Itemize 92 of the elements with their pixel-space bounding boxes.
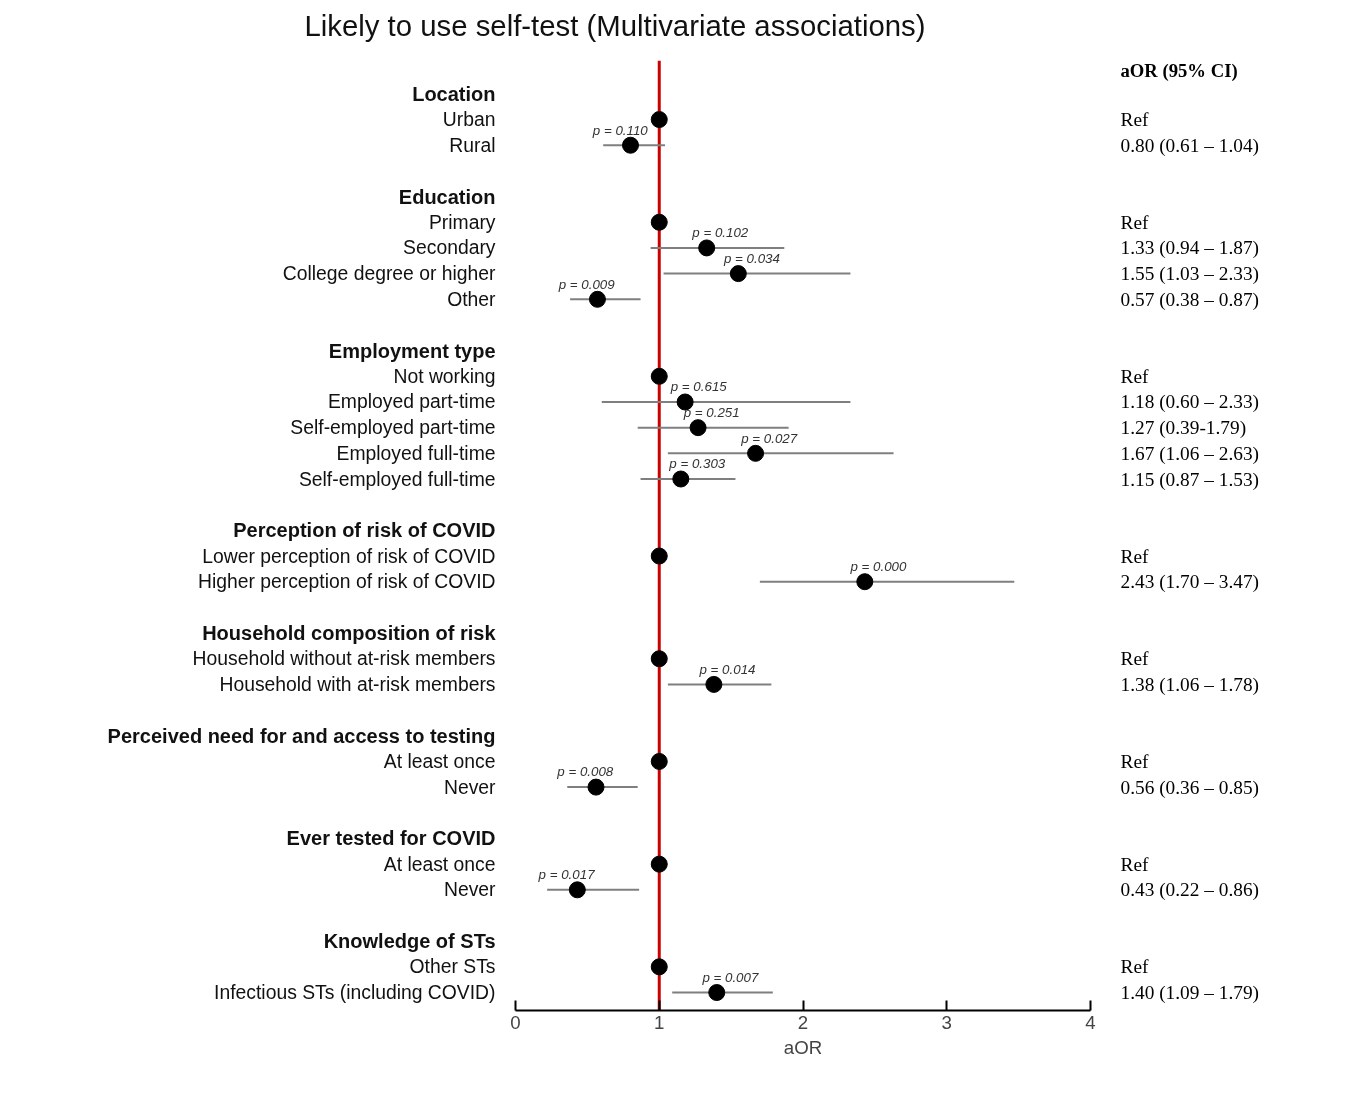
y-tick-label: Education xyxy=(398,185,496,208)
annotation: p = 0.251 xyxy=(682,404,740,420)
point xyxy=(650,855,668,873)
y2-tick-label: 1.27 (0.39-1.79) xyxy=(1120,417,1247,440)
y2-tick-label: 1.40 (1.09 – 1.79) xyxy=(1120,982,1260,1005)
point xyxy=(676,393,694,411)
annotation: p = 0.110 xyxy=(591,122,649,138)
point xyxy=(650,958,668,976)
y-tick-label: Knowledge of STs xyxy=(323,930,496,953)
point xyxy=(650,547,668,565)
point xyxy=(587,778,605,796)
y2-tick-label: Ref xyxy=(1120,956,1149,978)
y-tick-label: Lower perception of risk of COVID xyxy=(202,545,496,567)
annotation: p = 0.014 xyxy=(698,661,756,677)
y-tick-label: College degree or higher xyxy=(282,263,497,285)
annotation: p = 0.615 xyxy=(669,379,728,395)
y2-tick-label: 1.33 (0.94 – 1.87) xyxy=(1120,237,1260,260)
y2-tick-label: 1.55 (1.03 – 2.33) xyxy=(1120,263,1260,286)
annotation: p = 0.034 xyxy=(722,250,780,266)
y-tick-label: Self-employed full-time xyxy=(298,468,496,490)
y-tick-label: Perceived need for and access to testing xyxy=(107,724,496,747)
x-tick-label: 2 xyxy=(797,1011,809,1033)
y2-tick-label: 1.15 (0.87 – 1.53) xyxy=(1120,468,1260,491)
y-tick-label: Employment type xyxy=(328,339,496,362)
point xyxy=(689,419,707,437)
y-tick-label: At least once xyxy=(383,750,496,772)
point xyxy=(747,444,765,462)
y-tick-label: Urban xyxy=(442,109,496,131)
x-tick-label: 4 xyxy=(1085,1011,1096,1033)
y2-axis-title: aOR (95% CI) xyxy=(1120,60,1238,83)
x-tick-label: 1 xyxy=(654,1011,665,1033)
y-tick-label: Household composition of risk xyxy=(202,622,497,645)
y-tick-label: Household without at-risk members xyxy=(192,648,496,670)
y-tick-label: Not working xyxy=(393,365,496,387)
y2-tick-label: 1.38 (1.06 – 1.78) xyxy=(1120,673,1260,696)
point xyxy=(698,239,716,257)
x-tick-label: 3 xyxy=(941,1011,952,1033)
y-tick-label: Never xyxy=(443,776,497,798)
y2-tick-label: Ref xyxy=(1120,109,1149,131)
annotation: p = 0.027 xyxy=(740,430,798,446)
annotation: p = 0.007 xyxy=(701,969,759,985)
y-tick-label: Rural xyxy=(449,134,496,156)
point xyxy=(672,470,690,488)
y2-tick-label: Ref xyxy=(1120,750,1149,772)
y-tick-label: Employed part-time xyxy=(327,391,496,413)
y2-tick-label: 1.18 (0.60 – 2.33) xyxy=(1120,391,1260,414)
y-tick-label: At least once xyxy=(383,853,496,875)
annotation: p = 0.000 xyxy=(849,559,907,575)
point xyxy=(650,650,668,668)
y2-tick-label: Ref xyxy=(1120,648,1149,670)
chart-title: Likely to use self-test (Multivariate associations) xyxy=(304,8,926,44)
point xyxy=(856,573,874,591)
annotation: p = 0.102 xyxy=(691,225,749,241)
y-tick-label: Other STs xyxy=(409,956,496,978)
y-tick-label: Ever tested for COVID xyxy=(286,827,496,850)
y-tick-label: Never xyxy=(443,879,497,901)
y-tick-label: Infectious STs (including COVID) xyxy=(214,982,496,1004)
point xyxy=(568,881,586,899)
y2-tick-label: Ref xyxy=(1120,545,1149,567)
point xyxy=(650,111,668,129)
x-tick-label: 0 xyxy=(510,1011,521,1033)
point xyxy=(708,984,726,1002)
y-tick-label: Other xyxy=(447,288,497,310)
annotation: p = 0.303 xyxy=(668,456,726,472)
y2-tick-label: 0.57 (0.38 – 0.87) xyxy=(1120,288,1260,311)
y2-tick-label: Ref xyxy=(1120,211,1149,233)
y-tick-label: Primary xyxy=(428,211,496,233)
y2-tick-label: 0.56 (0.36 – 0.85) xyxy=(1120,776,1260,799)
y2-tick-label: Ref xyxy=(1120,853,1149,875)
y-tick-label: Perception of risk of COVID xyxy=(233,519,496,542)
y2-tick-label: 2.43 (1.70 – 3.47) xyxy=(1120,571,1260,594)
x-axis-title: aOR xyxy=(783,1036,823,1058)
y-tick-label: Household with at-risk members xyxy=(219,673,496,695)
point xyxy=(650,213,668,231)
point xyxy=(622,136,639,154)
y-tick-label: Location xyxy=(412,82,496,105)
point xyxy=(588,290,606,308)
point xyxy=(650,752,668,770)
annotation: p = 0.009 xyxy=(557,276,616,292)
point xyxy=(705,675,723,693)
y-tick-label: Self-employed part-time xyxy=(290,417,496,439)
y-tick-label: Higher perception of risk of COVID xyxy=(197,571,496,593)
y-tick-label: Employed full-time xyxy=(336,442,496,464)
y2-tick-label: 1.67 (1.06 – 2.63) xyxy=(1120,442,1260,465)
y2-tick-label: 0.43 (0.22 – 0.86) xyxy=(1120,879,1260,902)
annotation: p = 0.017 xyxy=(537,867,596,883)
y2-tick-label: Ref xyxy=(1120,365,1149,387)
annotation: p = 0.008 xyxy=(556,764,614,780)
y-tick-label: Secondary xyxy=(403,237,496,259)
point xyxy=(729,265,747,283)
point xyxy=(650,367,668,385)
y2-tick-label: 0.80 (0.61 – 1.04) xyxy=(1120,134,1260,157)
